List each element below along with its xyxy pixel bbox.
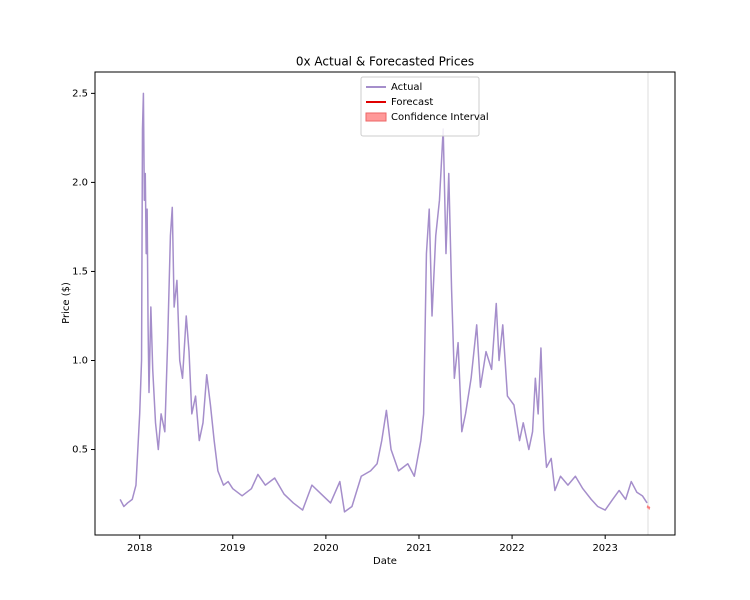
confidence-band [647, 504, 650, 511]
y-axis-label: Price ($) [61, 282, 72, 324]
x-tick-label: 2021 [406, 543, 431, 554]
chart-title: 0x Actual & Forecasted Prices [296, 55, 474, 69]
x-tick-label: 2020 [313, 543, 338, 554]
y-tick-label: 2.0 [72, 177, 88, 188]
y-tick-label: 2.5 [72, 88, 88, 99]
x-axis-label: Date [373, 556, 397, 567]
x-tick-label: 2022 [499, 543, 524, 554]
legend-label: Confidence Interval [391, 112, 489, 123]
legend-label: Actual [391, 82, 422, 93]
y-tick-label: 1.0 [72, 355, 88, 366]
legend-swatch [365, 112, 387, 122]
plot-frame [94, 71, 676, 536]
legend-label: Forecast [391, 97, 433, 108]
x-tick-label: 2019 [220, 543, 245, 554]
x-tick-label: 2018 [127, 543, 152, 554]
y-tick-label: 1.5 [72, 266, 88, 277]
series-line [119, 92, 648, 513]
x-tick-label: 2023 [592, 543, 617, 554]
legend-box [360, 76, 480, 137]
y-tick-label: 0.5 [72, 445, 88, 456]
